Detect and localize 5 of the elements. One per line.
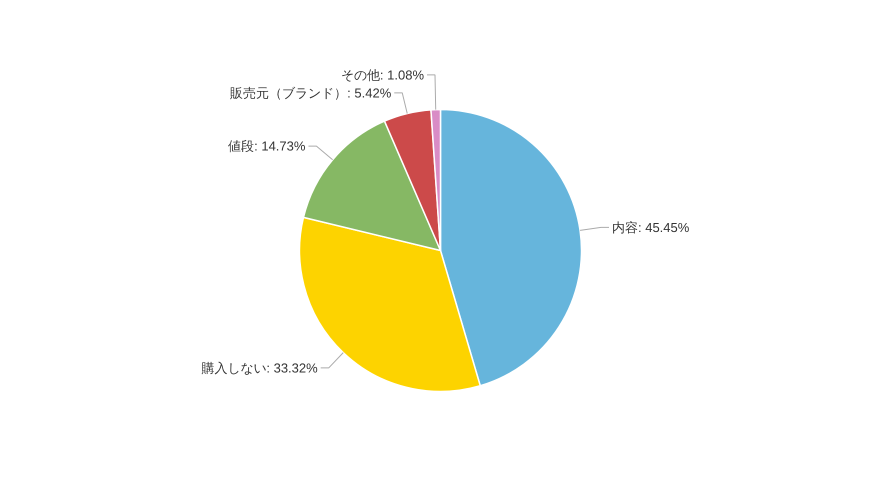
slice-label: 内容: 45.45% (612, 220, 690, 235)
slice-label: その他: 1.08% (340, 67, 424, 82)
slice-label: 販売元（ブランド）: 5.42% (230, 85, 392, 100)
slice-label: 値段: 14.73% (228, 138, 306, 154)
slice-label: 購入しない: 33.32% (201, 360, 318, 376)
